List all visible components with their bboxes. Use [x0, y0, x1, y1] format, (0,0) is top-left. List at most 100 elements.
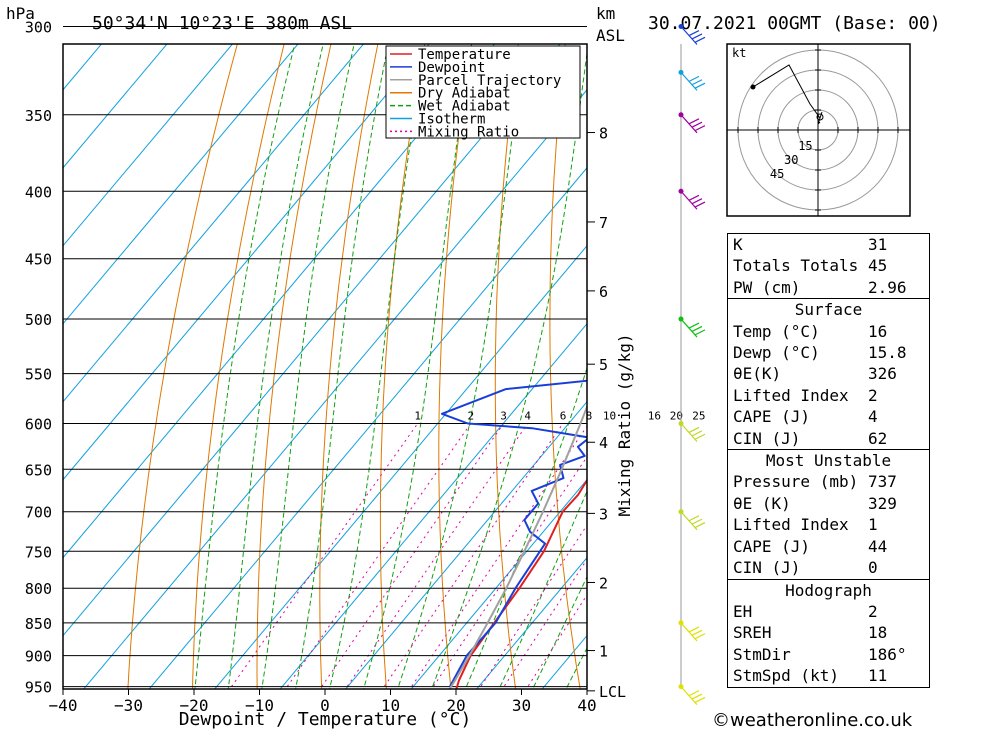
wet-adiabat-line [363, 44, 473, 689]
temperature-tick-label: −20 [180, 696, 209, 715]
pressure-tick-label: 950 [25, 679, 52, 697]
height-tick-label: 7 [599, 214, 608, 232]
hodograph-ring-label: 30 [784, 153, 798, 167]
mixing-ratio-line [284, 423, 472, 689]
legend-label: Parcel Trajectory [418, 73, 561, 89]
legend-label: Isotherm [418, 112, 485, 128]
wind-barb-flag [688, 322, 700, 329]
surface-row: Lifted Index 2 [728, 385, 929, 406]
surface-value: 16 [868, 321, 888, 341]
height-tick-label: 4 [599, 434, 608, 452]
hodo-row: EH 2 [728, 601, 929, 622]
isotherm-line [63, 44, 103, 91]
wind-barb-flag [688, 118, 700, 125]
hodo-value: 18 [868, 623, 888, 643]
surface-label: CIN (J) [733, 428, 801, 448]
pressure-tick-label: 850 [25, 615, 52, 633]
pressure-tick-label: 600 [25, 415, 52, 433]
surface-value: 4 [868, 407, 878, 427]
wind-barb-flag [691, 121, 703, 128]
general-row: Totals Totals 45 [728, 255, 929, 276]
legend-label: Wet Adiabat [418, 99, 511, 115]
height-tick-label: 8 [599, 125, 608, 143]
wind-barb-flag [694, 36, 706, 43]
surface-row: θE(K) 326 [728, 363, 929, 384]
general-row: K 31 [728, 234, 929, 255]
mixing-ratio-label: 6 [560, 409, 567, 422]
temperature-tick-label: 0 [320, 696, 330, 715]
wind-barbs [678, 24, 706, 706]
most_unstable-label: Lifted Index [733, 515, 849, 535]
parcel-trajectory-line [448, 404, 587, 689]
general-value: 2.96 [868, 277, 907, 297]
height-tick-label: 3 [599, 505, 608, 523]
wind-barb-flag [691, 79, 703, 86]
surface-label: Temp (°C) [733, 321, 820, 341]
most_unstable-label: CIN (J) [733, 558, 801, 578]
dry-adiabat-line [939, 27, 1000, 717]
surface-row: CAPE (J) 4 [728, 406, 929, 427]
most_unstable-row: Pressure (mb) 737 [728, 471, 929, 492]
general-label: Totals Totals [733, 256, 859, 276]
legend-box [385, 45, 581, 139]
mixing-ratio-axis-label: Mixing Ratio (g/kg) [615, 333, 634, 516]
location-label: 50°34'N 10°23'E 380m ASL [92, 13, 352, 34]
mixing-ratio-label: 2 [467, 409, 474, 422]
isotherm-line [63, 44, 561, 637]
general-row: PW (cm) 2.96 [728, 277, 929, 298]
mixing-ratio-label: 4 [524, 409, 531, 422]
wind-barb-flag [694, 329, 706, 336]
hodo-value: 2 [868, 601, 878, 621]
pressure-tick-label: 550 [25, 366, 52, 384]
most_unstable-value: 737 [868, 472, 897, 492]
wind-barb-flag [691, 198, 703, 205]
wind-barb-flag [688, 690, 700, 697]
wind-barb-flag [694, 125, 706, 132]
height-tick-label: 5 [599, 356, 608, 374]
mixing-ratio-label: 20 [670, 409, 683, 422]
pressure-tick-label: 700 [25, 504, 52, 522]
isotherm-line [410, 478, 587, 689]
isotherm-line [63, 44, 365, 403]
pressure-tick-label: 750 [25, 543, 52, 561]
hodo-label: StmDir [733, 644, 791, 664]
indices-table: K 31 Totals Totals 45 PW (cm) 2.96 Surface Te… [727, 233, 930, 688]
hodo-value: 186° [868, 644, 907, 664]
temperature-tick-label: 30 [512, 696, 531, 715]
hodograph-unit: kt [732, 46, 746, 60]
hodograph-trace [752, 64, 823, 125]
wind-barb-flag [688, 426, 700, 434]
mixing-ratio-label: 8 [586, 409, 593, 422]
wind-barb-flag [688, 194, 700, 201]
surface-section: Surface Temp (°C) 16 Dewp (°C) 15.8 θE(K) 326… [728, 298, 929, 449]
hodograph-ring-label: 45 [770, 167, 784, 181]
pressure-tick-label: 350 [25, 107, 52, 125]
pressure-tick-label: 400 [25, 183, 52, 201]
dry-adiabat-line [192, 44, 285, 689]
hodograph-point [750, 84, 756, 90]
hodograph-ring-label: 15 [798, 139, 812, 153]
height-unit: km [596, 4, 615, 23]
hodo-value: 11 [868, 666, 888, 686]
pressure-tick-label: 900 [25, 648, 52, 666]
surface-title: Surface [794, 300, 863, 320]
hodo-label: EH [733, 601, 753, 621]
temperature-tick-label: 20 [446, 696, 465, 715]
surface-row: CIN (J) 62 [728, 428, 929, 449]
wet-adiabat-line [295, 44, 389, 689]
hodo-row: StmDir 186° [728, 644, 929, 665]
wind-barb-flag [691, 518, 703, 525]
hodo-label: SREH [733, 623, 772, 643]
pressure-tick-label: 800 [25, 580, 52, 598]
isotherm-line [476, 556, 587, 689]
isotherm-line [63, 44, 430, 481]
most-unstable-title: Most Unstable [765, 451, 892, 471]
pressure-tick-label: 500 [25, 311, 52, 329]
surface-row: Temp (°C) 16 [728, 321, 929, 342]
temperature-tick-label: −30 [114, 696, 143, 715]
wind-barb-flag [691, 325, 703, 332]
surface-label: CAPE (J) [733, 407, 811, 427]
wet-adiabat-line [227, 44, 324, 689]
legend-label: Dry Adiabat [418, 86, 511, 102]
wind-barb-flag [694, 696, 706, 703]
